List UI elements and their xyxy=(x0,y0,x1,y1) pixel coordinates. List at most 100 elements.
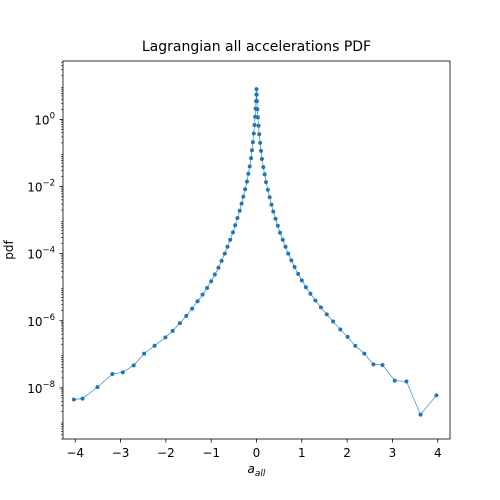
pdf-data-point xyxy=(380,363,385,368)
y-tick-label-base: 10 xyxy=(27,382,42,396)
y-tick-label-base: 10 xyxy=(27,181,42,195)
y-tick-label-exponent: −6 xyxy=(42,313,55,323)
pdf-data-point xyxy=(209,279,214,284)
pdf-data-point xyxy=(308,291,313,296)
pdf-data-point xyxy=(230,230,235,235)
pdf-data-point xyxy=(283,244,288,249)
pdf-data-point xyxy=(219,258,224,263)
pdf-data-point xyxy=(131,363,136,368)
y-tick-label-base: 10 xyxy=(27,248,42,262)
pdf-data-point xyxy=(264,180,269,185)
pdf-data-point xyxy=(216,265,221,270)
pdf-data-point xyxy=(296,271,301,276)
y-tick-label-base: 10 xyxy=(34,113,49,127)
pdf-data-point xyxy=(225,244,230,249)
pdf-data-point xyxy=(249,148,254,153)
pdf-data-point xyxy=(299,278,304,283)
pdf-data-point xyxy=(228,237,233,242)
pdf-data-point xyxy=(200,292,205,297)
x-tick-label: 4 xyxy=(434,446,442,460)
x-axis-label-subscript: all xyxy=(255,469,266,479)
y-tick-label: 10−6 xyxy=(27,313,55,329)
y-tick-label-exponent: 0 xyxy=(50,111,55,121)
x-axis-label-main: a xyxy=(248,462,255,476)
pdf-data-point xyxy=(418,412,423,417)
pdf-data-point xyxy=(267,195,272,200)
pdf-data-point xyxy=(313,298,318,303)
x-axis-label: aall xyxy=(248,462,266,479)
pdf-data-point xyxy=(292,265,297,269)
y-axis-label: pdf xyxy=(2,240,16,260)
pdf-data-point xyxy=(95,385,100,390)
pdf-data-point xyxy=(255,107,260,112)
pdf-data-point xyxy=(261,165,266,170)
x-tick-label: −4 xyxy=(66,446,84,460)
pdf-data-point xyxy=(110,371,115,376)
pdf-data-point xyxy=(271,209,276,214)
pdf-data-point xyxy=(244,179,249,184)
pdf-data-point xyxy=(256,123,261,128)
x-tick-label: 2 xyxy=(343,446,351,460)
pdf-data-point xyxy=(269,202,274,207)
pdf-data-point xyxy=(142,351,147,356)
pdf-data-point xyxy=(278,230,283,235)
pdf-data-point xyxy=(237,208,242,213)
pdf-data-point xyxy=(254,99,259,104)
pdf-data-point xyxy=(265,187,270,192)
pdf-data-point xyxy=(250,140,255,145)
pdf-data-point xyxy=(163,335,168,340)
y-tick-label: 100 xyxy=(34,111,55,127)
pdf-data-point xyxy=(251,131,256,136)
pdf-data-point xyxy=(275,223,280,228)
pdf-data-point xyxy=(195,299,200,304)
pdf-data-point xyxy=(249,156,254,161)
pdf-data-point xyxy=(252,123,257,128)
pdf-data-point xyxy=(222,251,227,256)
pdf-data-point xyxy=(254,87,259,92)
pdf-data-point xyxy=(280,237,285,242)
pdf-data-point xyxy=(205,285,210,290)
x-tick-label: 3 xyxy=(389,446,397,460)
pdf-data-point xyxy=(71,397,76,402)
pdf-data-point xyxy=(247,164,252,169)
pdf-data-point xyxy=(184,313,189,318)
y-tick-label: 10−8 xyxy=(27,380,55,396)
pdf-data-point xyxy=(80,396,85,401)
pdf-data-point xyxy=(212,272,217,277)
pdf-data-point xyxy=(318,305,323,310)
pdf-data-point xyxy=(177,321,182,326)
y-tick-label: 10−2 xyxy=(27,179,55,195)
x-tick-label: −2 xyxy=(157,446,175,460)
pdf-data-point xyxy=(239,201,244,206)
pdf-data-point xyxy=(257,132,262,137)
pdf-data-point xyxy=(170,328,175,333)
pdf-data-point xyxy=(289,258,294,263)
pdf-data-point xyxy=(152,343,157,348)
pdf-data-point xyxy=(392,378,397,383)
x-axis-ticks: −4 −3 −2 −1 0 1 2 3 4 xyxy=(66,439,442,460)
pdf-data-point xyxy=(353,343,358,348)
pdf-data-point xyxy=(235,216,240,221)
pdf-data-point xyxy=(243,187,248,192)
pdf-data-point xyxy=(233,223,238,228)
pdf-data-point xyxy=(262,172,267,177)
x-tick-label: −1 xyxy=(202,446,220,460)
pdf-data-point xyxy=(258,140,263,145)
pdf-data-point xyxy=(246,171,251,176)
y-tick-label-base: 10 xyxy=(27,315,42,329)
pdf-data-point xyxy=(254,92,259,97)
pdf-data-point xyxy=(259,157,264,162)
x-tick-label: 0 xyxy=(253,446,261,460)
pdf-data-point xyxy=(259,148,264,153)
y-tick-label: 10−4 xyxy=(27,246,55,262)
pdf-data-point xyxy=(303,285,308,290)
pdf-data-point xyxy=(371,362,376,367)
chart-title: Lagrangian all accelerations PDF xyxy=(142,39,371,55)
pdf-data-point xyxy=(286,251,291,256)
y-tick-label-exponent: −8 xyxy=(42,380,55,390)
pdf-data-point xyxy=(434,393,439,398)
